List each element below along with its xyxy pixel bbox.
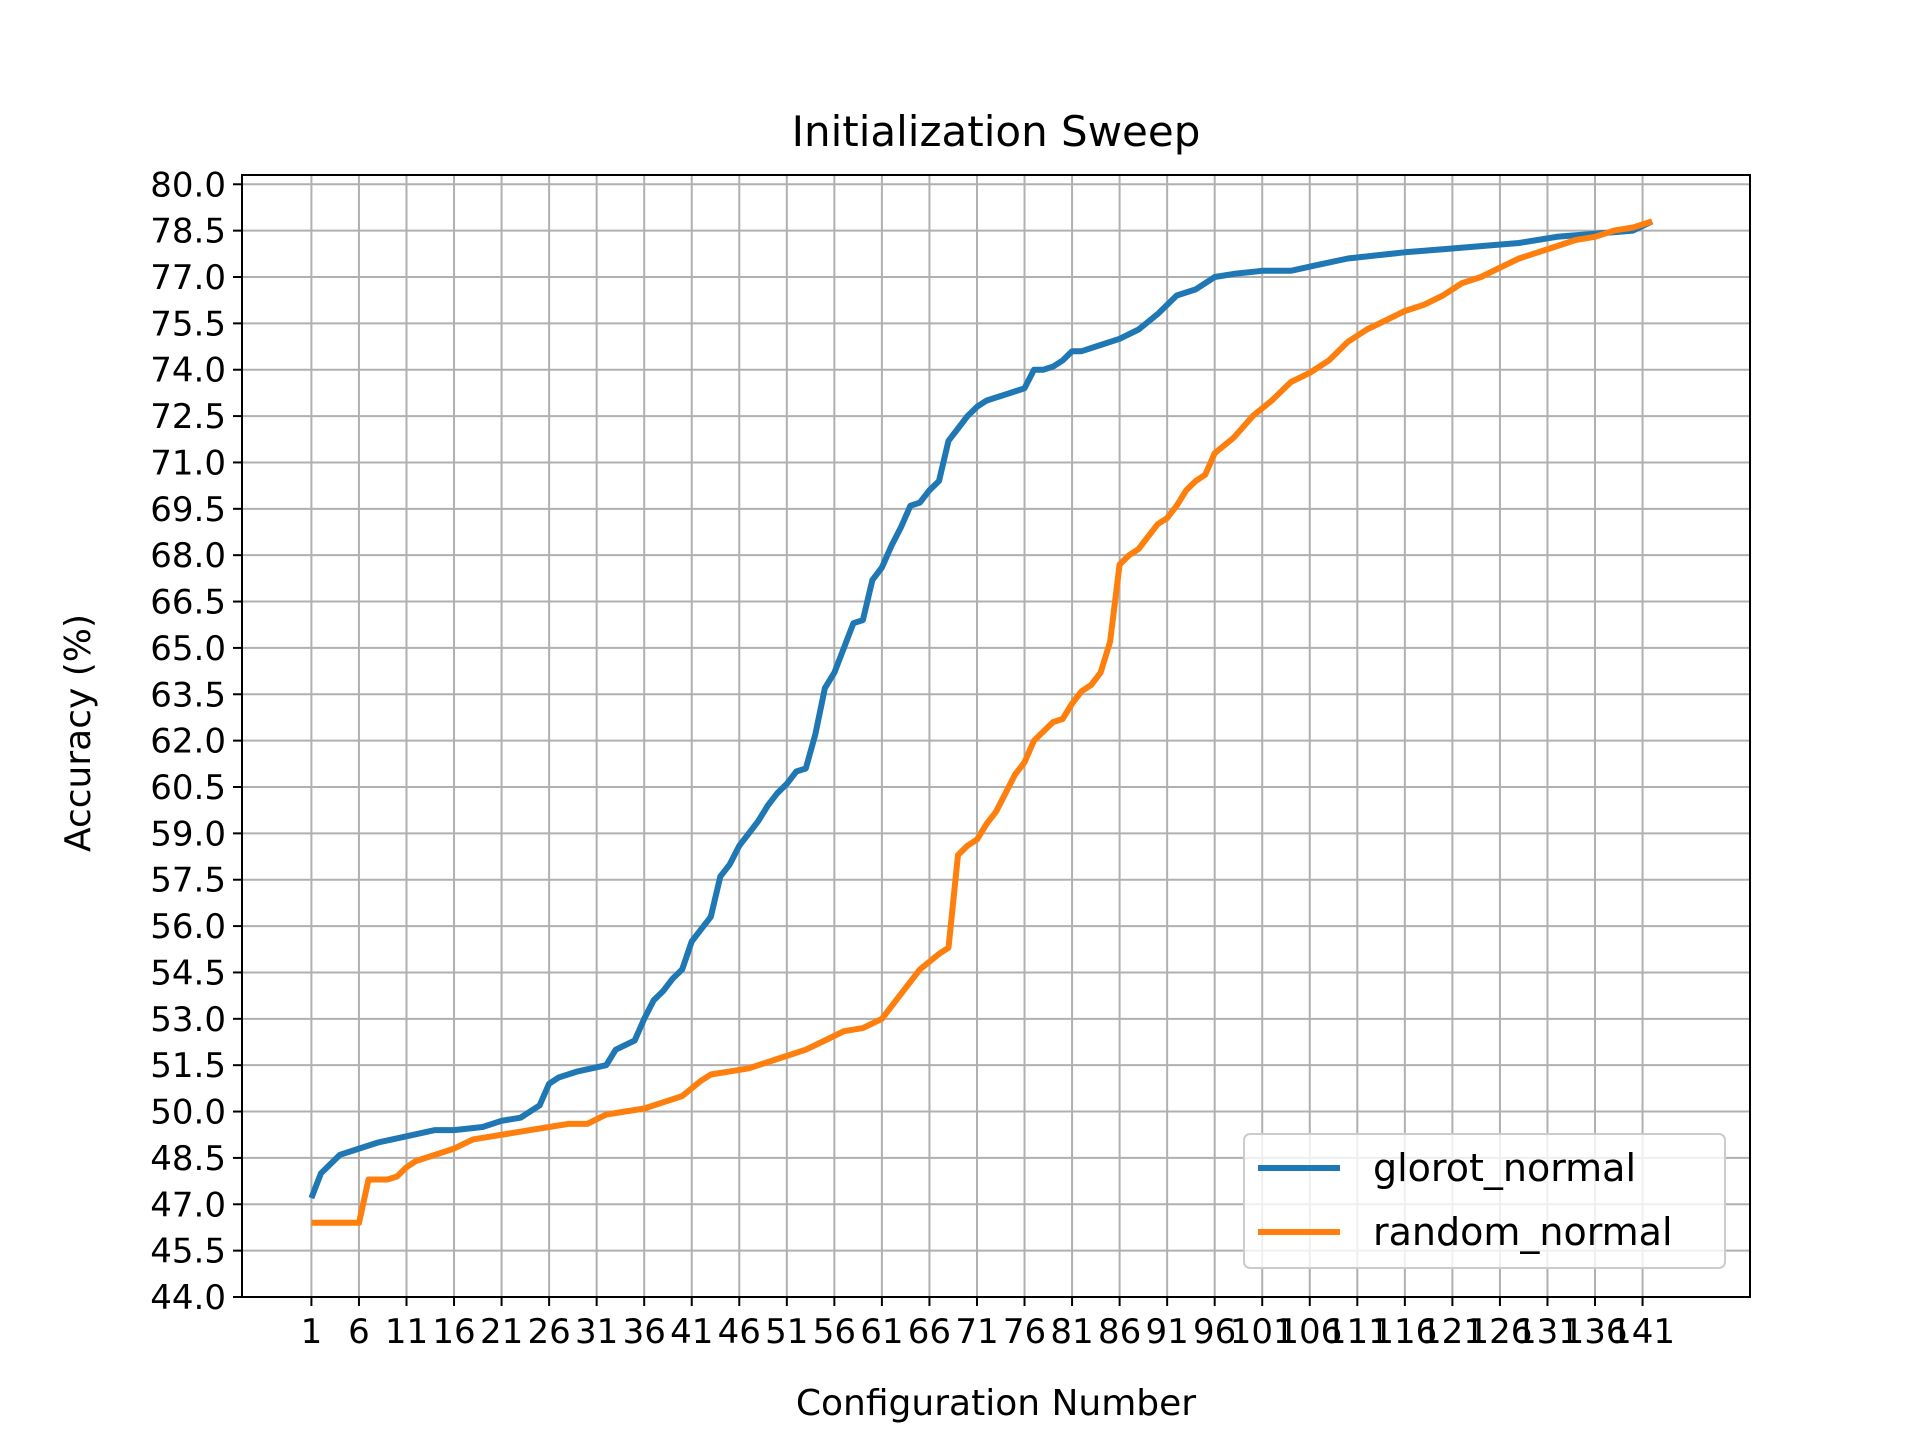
legend-label-glorot-normal: glorot_normal xyxy=(1373,1146,1636,1190)
legend-label-random-normal: random_normal xyxy=(1373,1210,1673,1254)
y-axis: 44.0 45.5 47.0 48.5 50.0 51.5 53.0 54.5 56.0 57.5… xyxy=(150,165,242,1318)
y-tick-label: 68.0 xyxy=(150,536,226,576)
y-tick-label: 47.0 xyxy=(150,1185,226,1225)
y-tick-label: 51.5 xyxy=(150,1046,226,1086)
y-tick-label: 75.5 xyxy=(150,304,226,344)
plot-area xyxy=(308,218,1654,1226)
x-tick-label: 126 xyxy=(1467,1312,1532,1352)
y-tick-label: 45.5 xyxy=(150,1232,226,1272)
y-tick-label: 54.5 xyxy=(150,953,226,993)
x-tick-label: 131 xyxy=(1515,1312,1580,1352)
x-tick-label: 21 xyxy=(480,1312,523,1352)
x-tick-label: 121 xyxy=(1420,1312,1485,1352)
x-tick-label: 61 xyxy=(860,1312,903,1352)
y-tick-label: 50.0 xyxy=(150,1093,226,1133)
x-tick-label: 111 xyxy=(1325,1312,1390,1352)
legend-box xyxy=(1243,1133,1726,1269)
y-tick-label: 74.0 xyxy=(150,351,226,391)
x-tick-label: 86 xyxy=(1098,1312,1141,1352)
x-axis: 1 6 11 16 21 26 31 36 41 46 51 56 61 66 71 76 81 86 91 9610… xyxy=(301,1297,1675,1352)
y-axis-title: Accuracy (%) xyxy=(58,614,99,852)
y-tick-label: 71.0 xyxy=(150,443,226,483)
x-tick-label: 81 xyxy=(1050,1312,1093,1352)
x-tick-label: 46 xyxy=(718,1312,761,1352)
x-tick-label: 101 xyxy=(1230,1312,1295,1352)
x-tick-label: 16 xyxy=(432,1312,475,1352)
y-tick-label: 60.5 xyxy=(150,768,226,808)
x-tick-label: 91 xyxy=(1146,1312,1189,1352)
x-tick-label: 71 xyxy=(955,1312,998,1352)
x-tick-label: 136 xyxy=(1563,1312,1628,1352)
y-tick-label: 65.0 xyxy=(150,629,226,669)
y-tick-label: 56.0 xyxy=(150,907,226,947)
y-tick-label: 77.0 xyxy=(150,258,226,298)
x-tick-label: 56 xyxy=(813,1312,856,1352)
y-tick-label: 62.0 xyxy=(150,722,226,762)
y-tick-label: 63.5 xyxy=(150,675,226,715)
y-tick-label: 59.0 xyxy=(150,814,226,854)
y-tick-label: 78.5 xyxy=(150,212,226,252)
y-tick-label: 44.0 xyxy=(150,1278,226,1318)
y-tick-label: 57.5 xyxy=(150,861,226,901)
grid xyxy=(242,175,1750,1298)
series-line-random-normal xyxy=(311,218,1654,1226)
x-tick-label: 1 xyxy=(301,1312,323,1352)
x-axis-title: Configuration Number xyxy=(796,1383,1196,1424)
x-tick-label: 26 xyxy=(527,1312,570,1352)
x-tick-label: 31 xyxy=(575,1312,618,1352)
y-tick-label: 80.0 xyxy=(150,165,226,205)
y-tick-label: 53.0 xyxy=(150,1000,226,1040)
x-tick-label: 41 xyxy=(670,1312,713,1352)
x-tick-label: 76 xyxy=(1003,1312,1046,1352)
y-tick-label: 69.5 xyxy=(150,490,226,530)
y-tick-label: 72.5 xyxy=(150,397,226,437)
x-tick-label: 51 xyxy=(765,1312,808,1352)
y-tick-label: 66.5 xyxy=(150,583,226,623)
x-tick-label: 6 xyxy=(348,1312,370,1352)
axes-frame xyxy=(241,174,1751,1298)
x-tick-label: 141 xyxy=(1610,1312,1675,1352)
y-tick-label: 48.5 xyxy=(150,1139,226,1179)
chart-title: Initialization Sweep xyxy=(792,107,1201,156)
x-tick-label: 96 xyxy=(1193,1312,1236,1352)
x-tick-label: 106 xyxy=(1277,1312,1342,1352)
x-tick-label: 11 xyxy=(385,1312,428,1352)
x-tick-label: 66 xyxy=(908,1312,951,1352)
x-tick-label: 36 xyxy=(623,1312,666,1352)
x-tick-label: 116 xyxy=(1372,1312,1437,1352)
legend: glorot_normal random_normal xyxy=(1243,1133,1726,1269)
series-line-glorot-normal xyxy=(308,218,1654,1200)
